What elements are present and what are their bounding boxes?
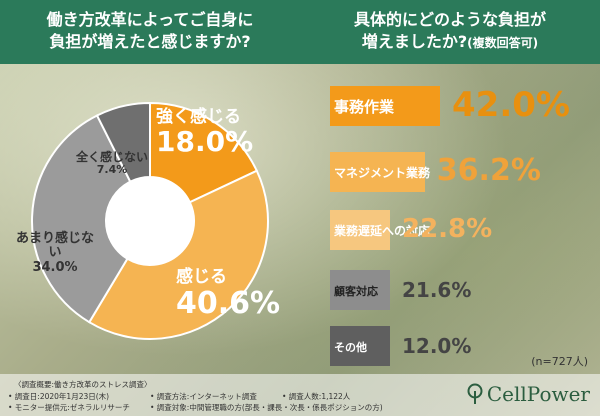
bar-category-label: マネジメント業務 [334,166,431,181]
bar-chart: 事務作業 42.0% マネジメント業務 36.2% 業務遅延への対応 22.8% 顧客対応 2… [0,64,600,374]
bar-value-label: 22.8% [402,213,493,244]
bar [330,152,425,192]
pie-slice-label: 全く感じない 7.4% [72,150,152,177]
pie-slice-label: 強く感じる 18.0% [156,108,266,157]
bar-category-label: 事務作業 [334,98,395,117]
pie-slice-value: 18.0% [156,124,254,158]
bar [330,210,390,250]
survey-method: • 調査方法:インターネット調査 [150,392,257,401]
pie-slice-label: あまり感じない 34.0% [10,231,100,275]
pie-center [106,177,194,265]
pie-slice-value: 7.4% [96,163,128,177]
bar-category-label: 業務遅延への対応 [334,224,431,239]
pie-slice-name: 全く感じない [75,150,148,164]
survey-target: • 調査対象:中間管理職の方(部長・課長・次長・係長ポジションの方) [150,403,383,412]
bar-value-label: 21.6% [402,277,472,302]
leaf-icon [467,383,483,404]
survey-date: • 調査日:2020年1月23日(木) [8,392,110,401]
header-band: 働き方改革によってご自身に 負担が増えたと感じますか? 具体的にどのような負担が… [0,0,600,64]
survey-title: 〈調査概要:働き方改革のストレス調査〉 [14,380,152,389]
bar-value-label: 42.0% [452,84,570,125]
bar-category-label: 顧客対応 [334,284,378,298]
bar [330,86,440,126]
question-2-title: 具体的にどのような負担が 増えましたか?(複数回答可) [300,9,600,54]
pie-slice-name: あまり感じない [15,231,94,261]
sample-size: (n=727人) [531,355,588,368]
pie-slice-name: 強く感じる [156,107,241,127]
cellpower-logo: CellPower [467,382,590,406]
question-1-title: 働き方改革によってご自身に 負担が増えたと感じますか? [46,10,254,51]
pie-slice-name: 感じる [176,267,227,287]
pie-chart [31,101,269,340]
logo-text: CellPower [486,382,590,406]
survey-monitor: • モニター提供元:ゼネラルリサーチ [8,403,130,412]
bar-value-label: 12.0% [402,333,472,358]
bar-category-label: その他 [334,340,367,354]
question-2-sub: (複数回答可) [467,36,539,50]
bar [330,270,390,310]
bar-value-label: 36.2% [436,153,541,189]
pie-slice-label: 感じる 40.6% [176,268,286,320]
question-2-main: 具体的にどのような負担が 増えましたか? [353,10,546,51]
footer: 〈調査概要:働き方改革のストレス調査〉 • 調査日:2020年1月23日(木) … [0,374,600,416]
pie-slice-value: 40.6% [176,285,281,321]
bar [330,326,390,366]
survey-count: • 調査人数:1,122人 [282,392,351,401]
pie-slice-value: 34.0% [32,259,78,275]
